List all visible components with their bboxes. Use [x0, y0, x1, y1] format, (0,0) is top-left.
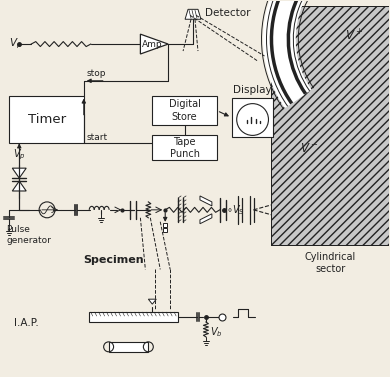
Text: Digital
Store: Digital Store [168, 100, 200, 122]
Text: Specimen: Specimen [83, 254, 144, 265]
Bar [271, 6, 388, 245]
Polygon shape [200, 214, 212, 224]
Bar [271, 6, 388, 245]
Text: $V_p$: $V_p$ [9, 37, 23, 51]
Polygon shape [12, 181, 26, 191]
Text: Tape
Punch: Tape Punch [170, 136, 200, 159]
Polygon shape [200, 196, 212, 206]
Text: Cylindrical
sector: Cylindrical sector [305, 251, 356, 274]
Bar [89, 312, 178, 322]
Text: start: start [87, 133, 108, 143]
Bar [9, 96, 84, 143]
Text: Display: Display [233, 85, 272, 95]
Bar [109, 342, 148, 352]
Text: Timer: Timer [28, 113, 66, 126]
Bar [232, 98, 273, 137]
Text: Pulse
generator: Pulse generator [6, 225, 51, 245]
Polygon shape [148, 299, 156, 304]
Polygon shape [185, 9, 201, 19]
Bar [152, 135, 217, 160]
Text: $V_b$: $V_b$ [210, 325, 223, 339]
Text: $V^-$: $V^-$ [300, 142, 319, 155]
Text: $V_p$: $V_p$ [13, 148, 26, 162]
Text: I.A.P.: I.A.P. [14, 318, 39, 328]
Polygon shape [12, 168, 26, 178]
Text: Amp: Amp [142, 40, 163, 49]
Text: Detector: Detector [205, 8, 250, 18]
Polygon shape [140, 34, 168, 54]
Text: $\circ V_S$: $\circ V_S$ [226, 203, 245, 217]
Text: stop: stop [87, 69, 106, 78]
Text: $V^+$: $V^+$ [345, 29, 363, 44]
Bar [152, 96, 217, 126]
